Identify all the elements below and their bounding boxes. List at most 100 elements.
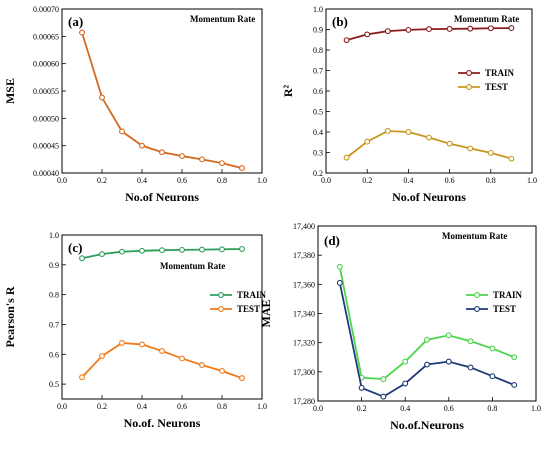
- legend-marker: [474, 306, 480, 312]
- x-tick-label: 0.8: [217, 402, 227, 411]
- y-tick-label: 17,320: [293, 339, 315, 348]
- x-tick-label: 0.8: [487, 404, 497, 413]
- y-tick-label: 17,300: [293, 368, 315, 377]
- data-point: [199, 156, 205, 163]
- y-tick-label: 1.0: [49, 231, 59, 240]
- y-tick-label: 0.5: [49, 380, 59, 389]
- x-tick-label: 0.4: [137, 402, 147, 411]
- y-tick-label: 1.0: [313, 5, 323, 14]
- data-point: [426, 134, 432, 141]
- legend-marker: [474, 292, 480, 298]
- y-axis-label: R²: [281, 84, 295, 97]
- x-axis-label: No.of.Neurons: [390, 418, 464, 432]
- data-point: [511, 382, 518, 388]
- data-point: [79, 29, 85, 36]
- data-point: [219, 246, 225, 253]
- data-point: [467, 25, 474, 32]
- x-axis-label: No.of Neurons: [125, 190, 199, 204]
- y-tick-label: 0.9: [49, 261, 59, 270]
- series-test: [343, 128, 515, 162]
- data-point: [179, 246, 185, 253]
- series-mse: [79, 29, 245, 172]
- x-tick-label: 0.0: [313, 404, 323, 413]
- legend-entry: TEST: [466, 304, 516, 314]
- x-tick-label: 0.2: [97, 176, 107, 185]
- data-point: [343, 154, 350, 161]
- data-point: [364, 31, 371, 38]
- y-tick-label: 0.6: [49, 350, 59, 359]
- data-point: [139, 142, 145, 149]
- data-point: [99, 353, 105, 360]
- x-axis-label: No.of. Neurons: [124, 416, 201, 430]
- panel-annotation: Momentum Rate: [190, 14, 255, 24]
- y-tick-label: 0.5: [313, 108, 323, 117]
- data-point: [402, 380, 409, 387]
- x-tick-label: 0.6: [444, 404, 454, 413]
- x-tick-label: 0.6: [177, 402, 187, 411]
- panel-annotation: Momentum Rate: [160, 261, 225, 271]
- panel-b: 0.0 0.2 0.4 0.6 0.8 1.00.20.30.40.50.60.70.80…: [281, 5, 537, 204]
- panel-d: 0.0 0.2 0.4 0.6 0.8 1.0 17,280 17,300 17,320 17,3…: [259, 222, 541, 432]
- legend-entry: TRAIN: [466, 290, 523, 300]
- y-tick-label: 17,380: [293, 251, 315, 260]
- legend-label: TRAIN: [493, 290, 523, 300]
- data-point: [380, 376, 387, 383]
- y-tick-label: 0.8: [313, 46, 323, 55]
- legend-label: TEST: [237, 304, 260, 314]
- legend-label: TEST: [493, 304, 516, 314]
- y-tick-label: 0.4: [313, 128, 323, 137]
- y-tick-label: 0.00040: [33, 169, 59, 178]
- x-tick-label: 0.4: [400, 404, 410, 413]
- legend-label: TRAIN: [237, 290, 267, 300]
- legend-marker: [218, 292, 224, 298]
- x-tick-label: 0.2: [357, 404, 367, 413]
- y-axis-label: MSE: [3, 78, 17, 104]
- x-axis-label: No.of Neurons: [392, 190, 466, 204]
- y-tick-label: 0.9: [313, 26, 323, 35]
- data-point: [508, 155, 515, 162]
- x-tick-label: 0.2: [362, 176, 372, 185]
- data-point: [179, 153, 185, 160]
- data-point: [489, 345, 496, 352]
- x-tick-label: 1.0: [531, 404, 541, 413]
- x-tick-label: 1.0: [257, 176, 267, 185]
- data-point: [219, 160, 225, 167]
- data-point: [99, 251, 105, 258]
- y-tick-label: 0.2: [313, 169, 323, 178]
- data-point: [159, 149, 165, 156]
- y-tick-label: 17,360: [293, 280, 315, 289]
- data-point: [467, 364, 474, 371]
- series-test: [79, 339, 245, 382]
- data-point: [445, 332, 452, 339]
- series-train: [79, 246, 245, 262]
- x-tick-label: 0.0: [57, 402, 67, 411]
- panel-c: 0.0 0.2 0.4 0.6 0.8 1.0 0.5 0.6 0.7 0.8 0.9 1.0 No.o…: [3, 231, 267, 430]
- x-tick-label: 0.6: [177, 176, 187, 185]
- data-point: [119, 339, 125, 346]
- data-point: [79, 374, 85, 381]
- legend-marker: [466, 84, 472, 90]
- data-point: [384, 28, 391, 35]
- data-point: [139, 341, 145, 348]
- x-tick-label: 0.2: [97, 402, 107, 411]
- series-line: [81, 32, 243, 169]
- x-tick-label: 0.8: [486, 176, 496, 185]
- data-point: [239, 375, 245, 382]
- data-point: [219, 368, 225, 374]
- legend-entry: TRAIN: [210, 290, 267, 300]
- data-point: [343, 37, 350, 44]
- data-point: [364, 138, 371, 145]
- legend-marker: [466, 70, 472, 76]
- x-tick-label: 0.6: [445, 176, 455, 185]
- data-point: [487, 25, 494, 32]
- data-point: [508, 25, 515, 32]
- data-point: [380, 393, 387, 400]
- data-point: [358, 384, 365, 391]
- y-tick-label: 0.8: [49, 291, 59, 300]
- data-point: [179, 355, 185, 362]
- data-point: [159, 247, 165, 254]
- data-point: [384, 128, 391, 134]
- data-point: [159, 348, 165, 354]
- data-point: [79, 255, 85, 262]
- y-tick-label: 17,280: [293, 397, 315, 406]
